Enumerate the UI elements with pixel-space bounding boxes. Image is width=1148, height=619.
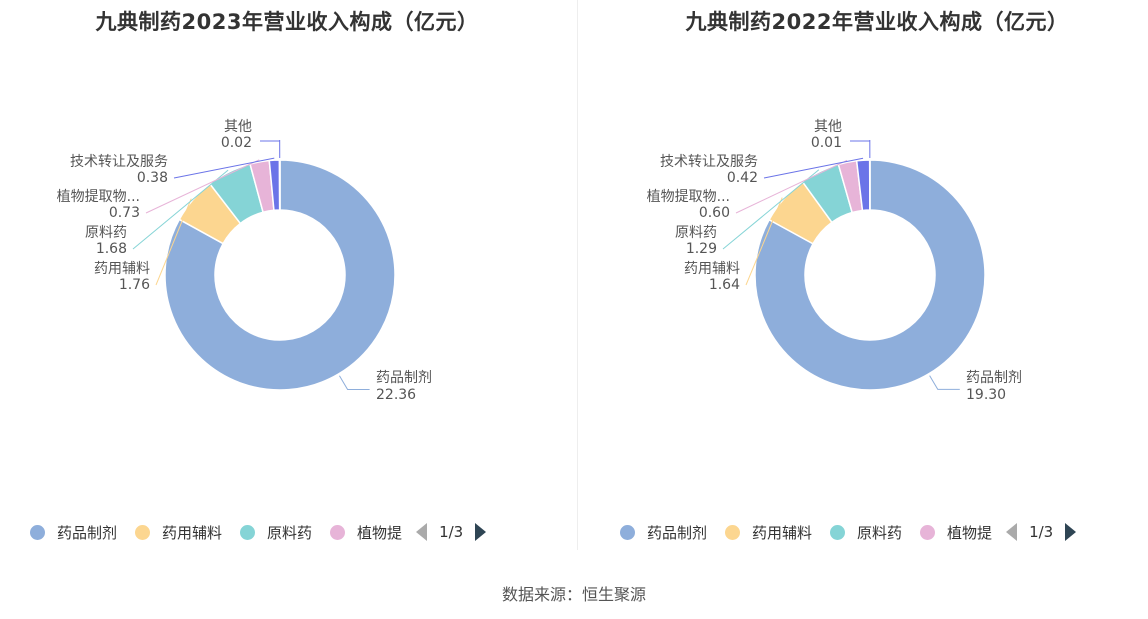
- chart-title: 九典制药2022年营业收入构成（亿元）: [685, 10, 1069, 34]
- chart-title: 九典制药2023年营业收入构成（亿元）: [95, 10, 479, 34]
- slice-label-api: 原料药: [85, 225, 127, 241]
- leader-line-plant-extracts: [145, 159, 260, 214]
- slice-label-pharmaceutical-excipients: 药用辅料: [94, 261, 150, 277]
- legend-color-icon: [240, 524, 256, 540]
- slice-value-pharmaceutical-preparations: 22.36: [376, 387, 416, 403]
- legend-label: 药用辅料: [162, 523, 223, 542]
- legend-color-icon: [725, 524, 741, 540]
- legend-item-api[interactable]: 原料药: [240, 522, 312, 543]
- legend-color-icon: [135, 524, 151, 540]
- slice-pharmaceutical-preparations[interactable]: [164, 159, 396, 391]
- legend-pager: 1/3: [1006, 523, 1077, 541]
- slice-label-other: 其他: [814, 119, 842, 135]
- legend-prev-icon[interactable]: [1006, 523, 1018, 541]
- slice-label-pharmaceutical-excipients: 药用辅料: [684, 261, 740, 277]
- legend-item-api[interactable]: 原料药: [830, 522, 902, 543]
- legend-color-icon: [330, 524, 346, 540]
- legend: 药品制剂 药用辅料 原料药 植物提 1/3: [620, 520, 1077, 544]
- legend-item-pharmaceutical-excipients[interactable]: 药用辅料: [135, 522, 222, 543]
- legend-pager: 1/3: [416, 523, 487, 541]
- legend-color-icon: [30, 524, 45, 540]
- legend-next-icon[interactable]: [1065, 523, 1077, 541]
- slice-value-plant-extracts: 0.60: [699, 205, 730, 221]
- legend-label: 药用辅料: [752, 523, 813, 542]
- legend-color-icon: [920, 524, 936, 540]
- legend: 药品制剂 药用辅料 原料药 植物提 1/3: [30, 520, 487, 544]
- slice-label-plant-extracts: 植物提取物...: [647, 189, 730, 205]
- slice-value-api: 1.68: [96, 241, 127, 257]
- leader-line-plant-extracts: [735, 159, 848, 214]
- slice-label-tech-transfer-services: 技术转让及服务: [70, 154, 168, 170]
- legend-color-icon: [830, 524, 846, 540]
- legend-label: 植物提: [357, 523, 403, 542]
- slice-value-api: 1.29: [686, 241, 717, 257]
- leader-line-pharmaceutical-excipients: [745, 197, 783, 286]
- legend-next-icon[interactable]: [475, 523, 487, 541]
- legend-item-plant-extracts[interactable]: 植物提: [920, 522, 992, 543]
- slice-label-plant-extracts: 植物提取物...: [57, 189, 140, 205]
- legend-item-plant-extracts[interactable]: 植物提: [330, 522, 402, 543]
- leader-line-pharmaceutical-preparations: [929, 375, 960, 390]
- legend-label: 植物提: [947, 523, 993, 542]
- slice-value-other: 0.01: [811, 135, 842, 151]
- slice-value-plant-extracts: 0.73: [109, 205, 140, 221]
- legend-page-indicator: 1/3: [1029, 523, 1054, 541]
- legend-color-icon: [620, 524, 635, 540]
- slice-pharmaceutical-preparations[interactable]: [754, 159, 986, 391]
- chart-panel-2023: 九典制药2023年营业收入构成（亿元） 药品制剂 22.36 药用辅料 1.76 原料药…: [0, 0, 574, 550]
- slice-value-pharmaceutical-preparations: 19.30: [966, 387, 1006, 403]
- slice-value-other: 0.02: [221, 135, 252, 151]
- leader-line-pharmaceutical-preparations: [339, 375, 370, 391]
- leader-line-other: [260, 139, 281, 159]
- legend-label: 原料药: [267, 523, 313, 542]
- slice-label-tech-transfer-services: 技术转让及服务: [660, 154, 758, 170]
- leader-line-api: [132, 169, 229, 250]
- slice-label-api: 原料药: [675, 225, 717, 241]
- slice-value-tech-transfer-services: 0.38: [137, 170, 168, 186]
- legend-label: 原料药: [857, 523, 903, 542]
- slice-label-other: 其他: [224, 119, 252, 135]
- slice-value-pharmaceutical-excipients: 1.76: [119, 277, 150, 293]
- legend-prev-icon[interactable]: [416, 523, 428, 541]
- leader-line-tech-transfer-services: [763, 157, 864, 179]
- leader-line-other: [850, 139, 871, 159]
- legend-label: 药品制剂: [647, 523, 708, 542]
- legend-item-pharmaceutical-excipients[interactable]: 药用辅料: [725, 522, 812, 543]
- chart-panel-2022: 九典制药2022年营业收入构成（亿元） 药品制剂 19.30 药用辅料 1.64 原料药…: [590, 0, 1148, 550]
- slice-value-pharmaceutical-excipients: 1.64: [709, 277, 740, 293]
- legend-item-pharmaceutical-preparations[interactable]: 药品制剂: [30, 522, 117, 543]
- leader-line-tech-transfer-services: [173, 157, 275, 179]
- slice-other[interactable]: [278, 159, 281, 211]
- legend-item-pharmaceutical-preparations[interactable]: 药品制剂: [620, 522, 707, 543]
- data-source: 数据来源：恒生聚源: [501, 585, 646, 604]
- slice-label-pharmaceutical-preparations: 药品制剂: [966, 370, 1022, 386]
- slice-value-tech-transfer-services: 0.42: [727, 170, 758, 186]
- leader-line-pharmaceutical-excipients: [155, 198, 192, 286]
- legend-label: 药品制剂: [57, 523, 118, 542]
- leader-line-api: [722, 169, 820, 250]
- legend-page-indicator: 1/3: [439, 523, 464, 541]
- slice-label-pharmaceutical-preparations: 药品制剂: [376, 370, 432, 386]
- panel-divider: [577, 0, 578, 550]
